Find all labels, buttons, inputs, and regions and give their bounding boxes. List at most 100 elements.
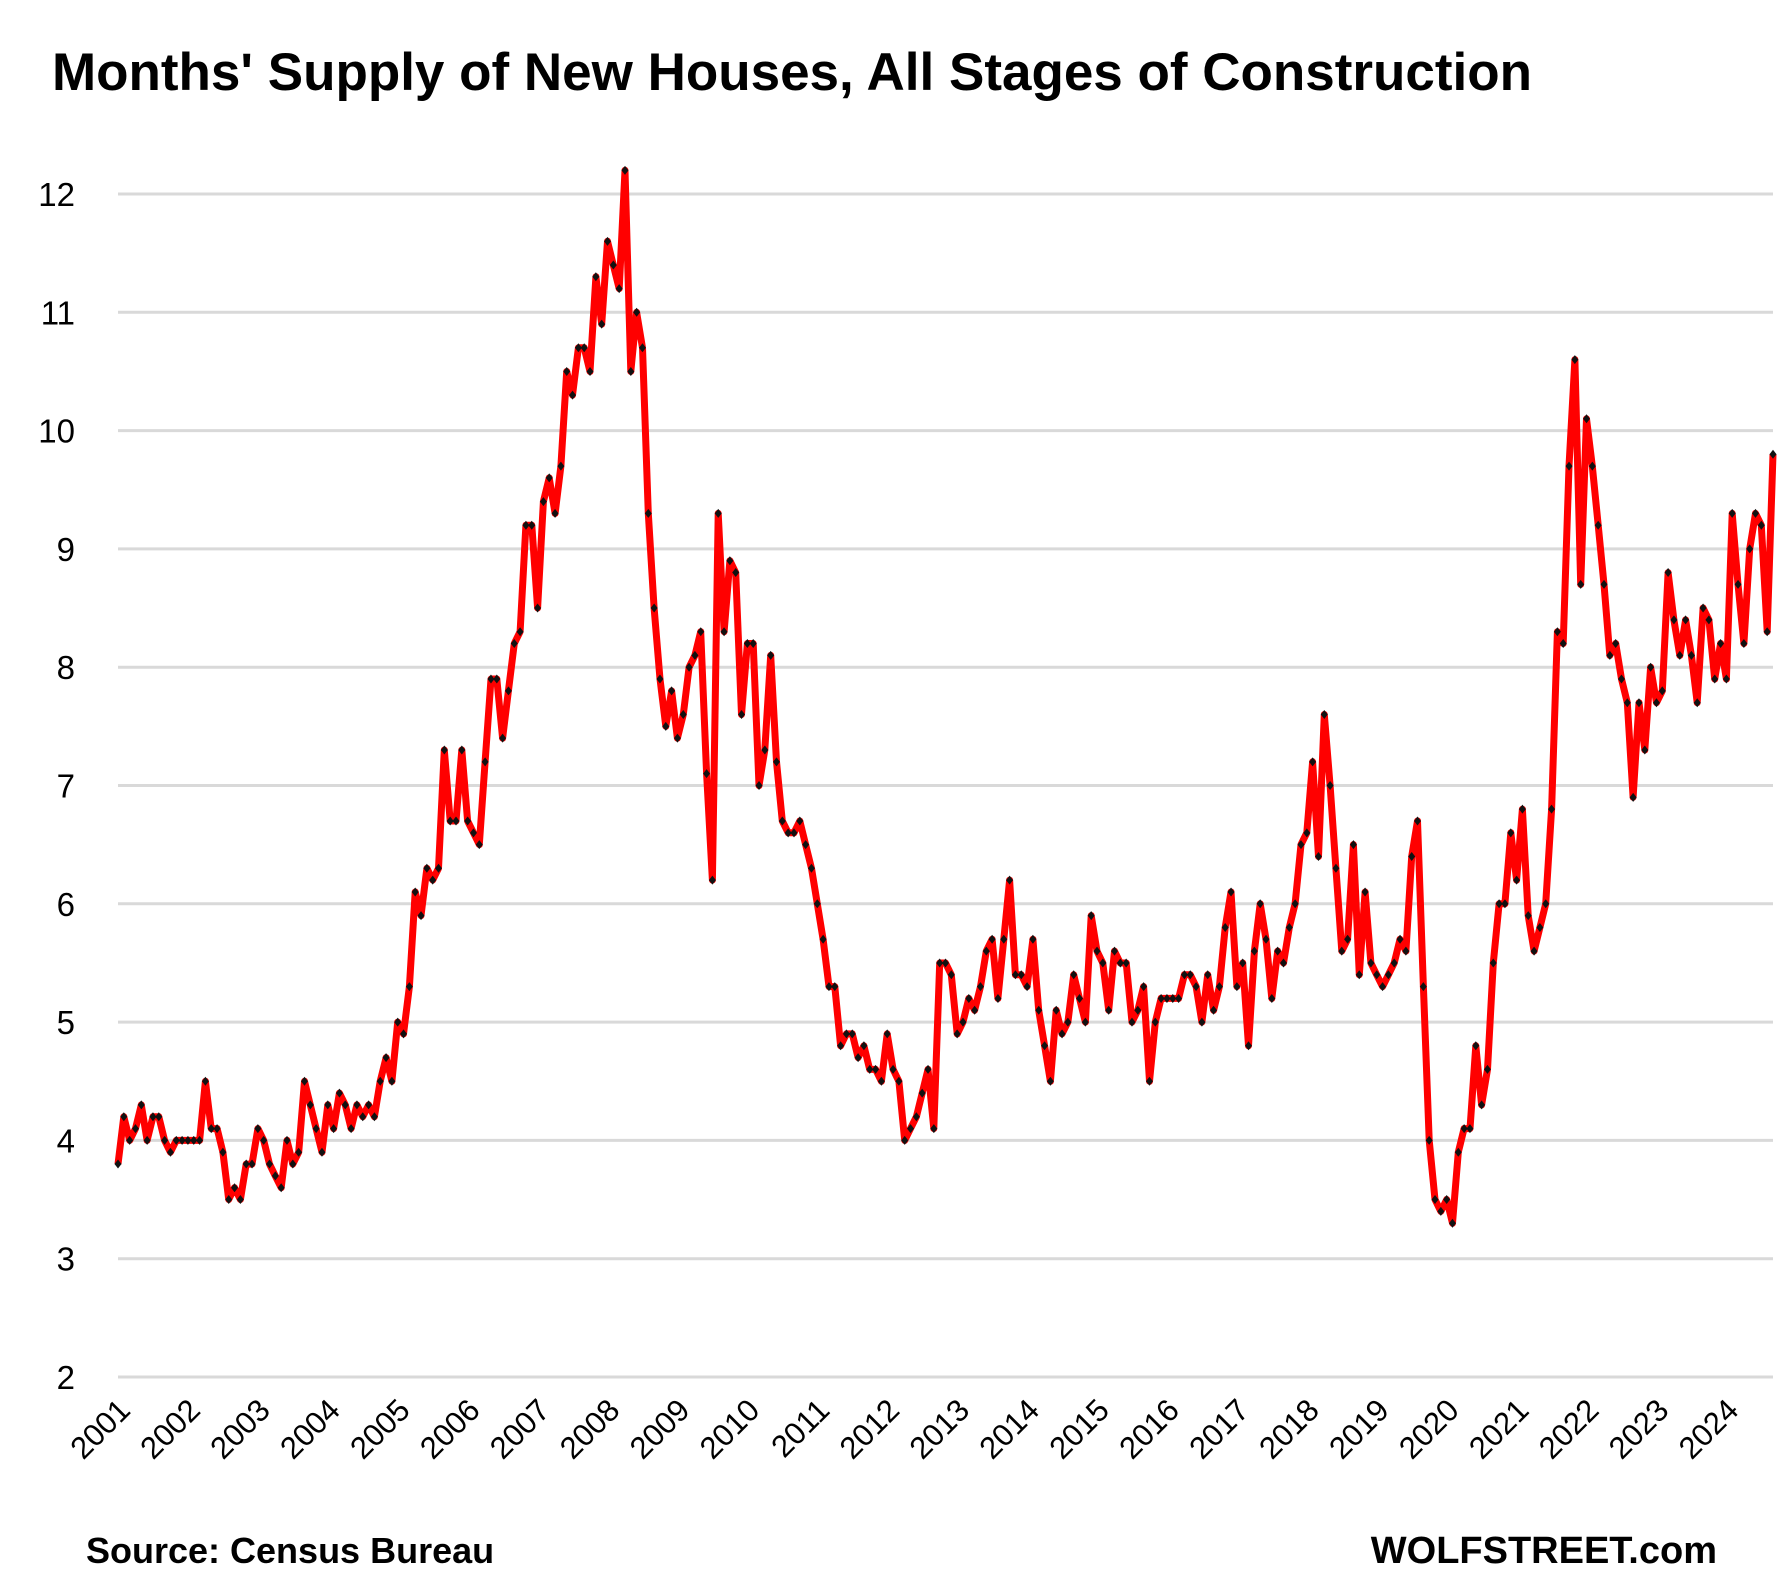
data-point (1309, 757, 1317, 767)
data-point (347, 1124, 355, 1134)
data-point (1081, 1017, 1089, 1027)
data-point (1489, 958, 1497, 968)
data-point (1687, 650, 1695, 660)
data-point (1518, 804, 1526, 814)
data-point (435, 863, 443, 873)
data-point (1588, 461, 1596, 471)
data-point (335, 1088, 343, 1098)
data-point (1320, 710, 1328, 720)
data-point (883, 1029, 891, 1039)
data-point (225, 1195, 233, 1205)
data-point (1204, 970, 1212, 980)
data-point (790, 828, 798, 838)
data-point (912, 1112, 920, 1122)
data-point (1006, 875, 1014, 885)
data-point (773, 757, 781, 767)
data-point (1583, 414, 1591, 424)
data-point (1105, 1005, 1113, 1015)
data-point (499, 733, 507, 743)
x-tick-label: 2015 (1042, 1392, 1116, 1466)
data-point (1483, 1064, 1491, 1074)
data-point (1099, 958, 1107, 968)
data-point (143, 1135, 151, 1145)
data-point (1419, 982, 1427, 992)
data-point (207, 1124, 215, 1134)
data-point (807, 863, 815, 873)
data-point (936, 958, 944, 968)
x-tick-label: 2002 (133, 1392, 207, 1466)
series-months-supply (114, 165, 1777, 1228)
data-point (120, 1112, 128, 1122)
x-tick-label: 2009 (623, 1392, 697, 1466)
data-point (1402, 946, 1410, 956)
data-point (609, 260, 617, 270)
data-point (1379, 982, 1387, 992)
data-point (854, 1053, 862, 1063)
data-point (1571, 355, 1579, 365)
data-point (1752, 508, 1760, 518)
brand-logo-text: WOLFSTREET.com (1370, 1530, 1717, 1572)
data-point (866, 1064, 874, 1074)
data-point (796, 816, 804, 826)
data-point (574, 343, 582, 353)
data-point (726, 556, 734, 566)
data-point (1175, 993, 1183, 1003)
data-point (161, 1135, 169, 1145)
data-point (236, 1195, 244, 1205)
data-point (1233, 982, 1241, 992)
data-point (277, 1183, 285, 1193)
data-point (697, 627, 705, 637)
data-point (1291, 899, 1299, 909)
data-point (341, 1100, 349, 1110)
data-point (685, 662, 693, 672)
y-tick-label: 4 (57, 1122, 75, 1159)
data-point (131, 1124, 139, 1134)
data-point (1326, 781, 1334, 790)
data-point (440, 745, 448, 755)
data-point (318, 1147, 326, 1157)
data-point (1058, 1029, 1066, 1039)
data-point (1384, 970, 1392, 980)
data-point (924, 1064, 932, 1074)
data-point (1262, 934, 1270, 944)
data-point (528, 520, 536, 530)
data-point (848, 1029, 856, 1039)
data-point (260, 1135, 268, 1145)
data-point (388, 1076, 396, 1086)
data-point (1408, 851, 1416, 861)
y-tick-label: 9 (57, 531, 75, 568)
data-point (1600, 579, 1608, 589)
data-point (400, 1029, 408, 1039)
data-point (1478, 1100, 1486, 1110)
x-tick-label: 2011 (764, 1392, 836, 1464)
x-tick-label: 2022 (1532, 1392, 1606, 1466)
data-point (242, 1159, 250, 1169)
data-point (370, 1112, 378, 1122)
data-point (965, 993, 973, 1003)
data-point (1145, 1076, 1153, 1086)
data-point (976, 982, 984, 992)
data-point (1460, 1124, 1468, 1134)
data-point (376, 1076, 384, 1086)
data-point (1472, 1041, 1480, 1051)
data-point (598, 319, 606, 329)
data-point (1128, 1017, 1136, 1027)
data-point (557, 461, 565, 471)
y-tick-label: 8 (57, 649, 75, 686)
data-point (1279, 958, 1287, 968)
data-point (1017, 970, 1025, 980)
data-point (248, 1159, 256, 1169)
data-point (411, 887, 419, 897)
data-point (1087, 911, 1095, 921)
data-point (1437, 1206, 1445, 1216)
data-point (429, 875, 437, 885)
data-point (481, 757, 489, 767)
data-point (1070, 970, 1078, 980)
data-point (627, 366, 635, 376)
data-point (673, 733, 681, 743)
data-point (1314, 851, 1322, 861)
data-point (1454, 1147, 1462, 1157)
y-tick-label: 11 (41, 294, 75, 331)
x-tick-label: 2005 (343, 1392, 417, 1466)
data-point (889, 1064, 897, 1074)
